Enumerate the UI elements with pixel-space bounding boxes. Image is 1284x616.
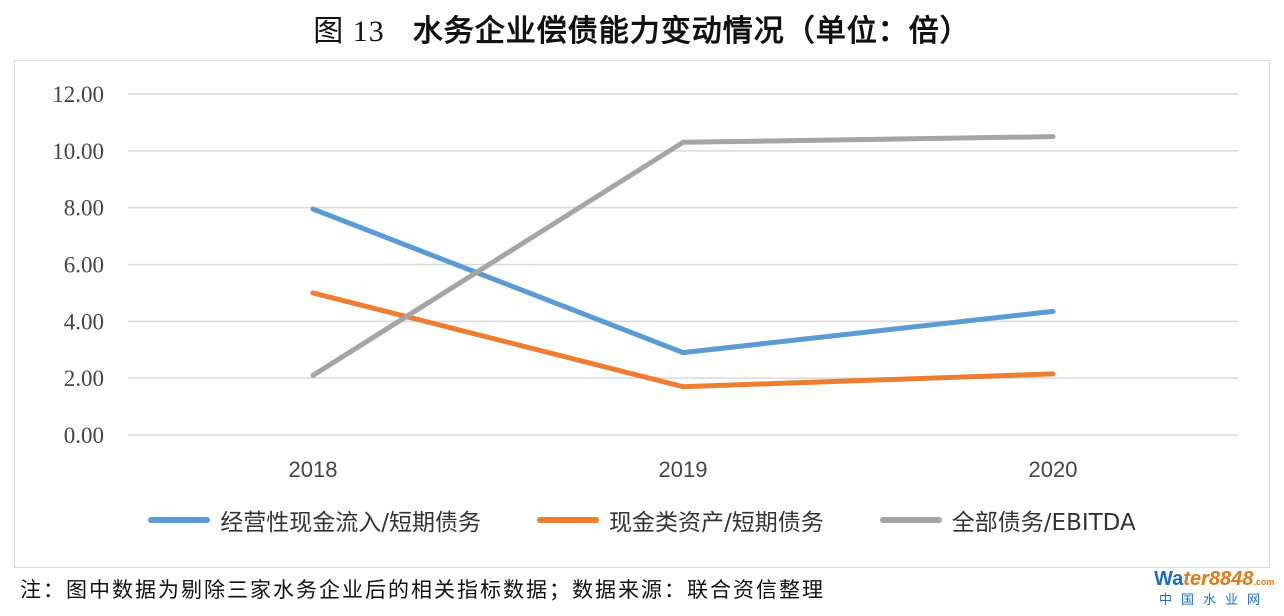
footnote: 注：图中数据为剔除三家水务企业后的相关指标数据；数据来源：联合资信整理 xyxy=(20,578,825,602)
chart-frame xyxy=(14,60,1270,568)
y-tick-label-0: 0.00 xyxy=(64,423,104,448)
legend: 经营性现金流入/短期债务 现金类资产/短期债务 全部债务/EBITDA xyxy=(0,500,1284,540)
legend-swatch-1 xyxy=(537,517,600,523)
figure-number: 图 13 xyxy=(313,15,385,48)
legend-item-0: 经营性现金流入/短期债务 xyxy=(148,503,481,537)
y-tick-label-6: 12.00 xyxy=(52,82,104,107)
legend-label-1: 现金类资产/短期债务 xyxy=(609,510,824,536)
legend-label-2: 全部债务/EBITDA xyxy=(951,510,1136,536)
legend-swatch-0 xyxy=(148,517,211,523)
watermark-logo: Water8848.com 中国水业网 xyxy=(1154,568,1274,608)
gridlines xyxy=(128,93,1238,436)
legend-item-1: 现金类资产/短期债务 xyxy=(537,503,824,537)
x-tick-label-2020: 2020 xyxy=(1029,457,1078,482)
x-tick-label-2018: 2018 xyxy=(289,457,338,482)
y-tick-label-3: 6.00 xyxy=(64,253,104,278)
series-lines xyxy=(310,134,1056,390)
legend-swatch-2 xyxy=(879,517,942,523)
y-tick-label-4: 8.00 xyxy=(64,196,104,221)
series-line-0 xyxy=(310,206,1056,356)
legend-item-2: 全部债务/EBITDA xyxy=(879,503,1136,537)
y-tick-label-5: 10.00 xyxy=(52,139,104,164)
figure-title: 水务企业偿债能力变动情况（单位：倍） xyxy=(412,14,971,49)
watermark-brand: Water8848.com xyxy=(1154,568,1275,590)
x-tick-label-2019: 2019 xyxy=(659,457,708,482)
y-axis-ticks: 0.00 2.00 4.00 6.00 8.00 10.00 12.00 xyxy=(52,82,104,448)
legend-label-0: 经营性现金流入/短期债务 xyxy=(220,510,482,536)
y-tick-label-2: 4.00 xyxy=(64,309,104,334)
series-line-2 xyxy=(310,134,1056,378)
chart-title: 图 13 水务企业偿债能力变动情况（单位：倍） xyxy=(0,6,1284,50)
x-axis-ticks: 2018 2019 2020 xyxy=(289,457,1078,482)
y-tick-label-1: 2.00 xyxy=(64,366,104,391)
watermark-subtitle: 中国水业网 xyxy=(1158,593,1269,608)
